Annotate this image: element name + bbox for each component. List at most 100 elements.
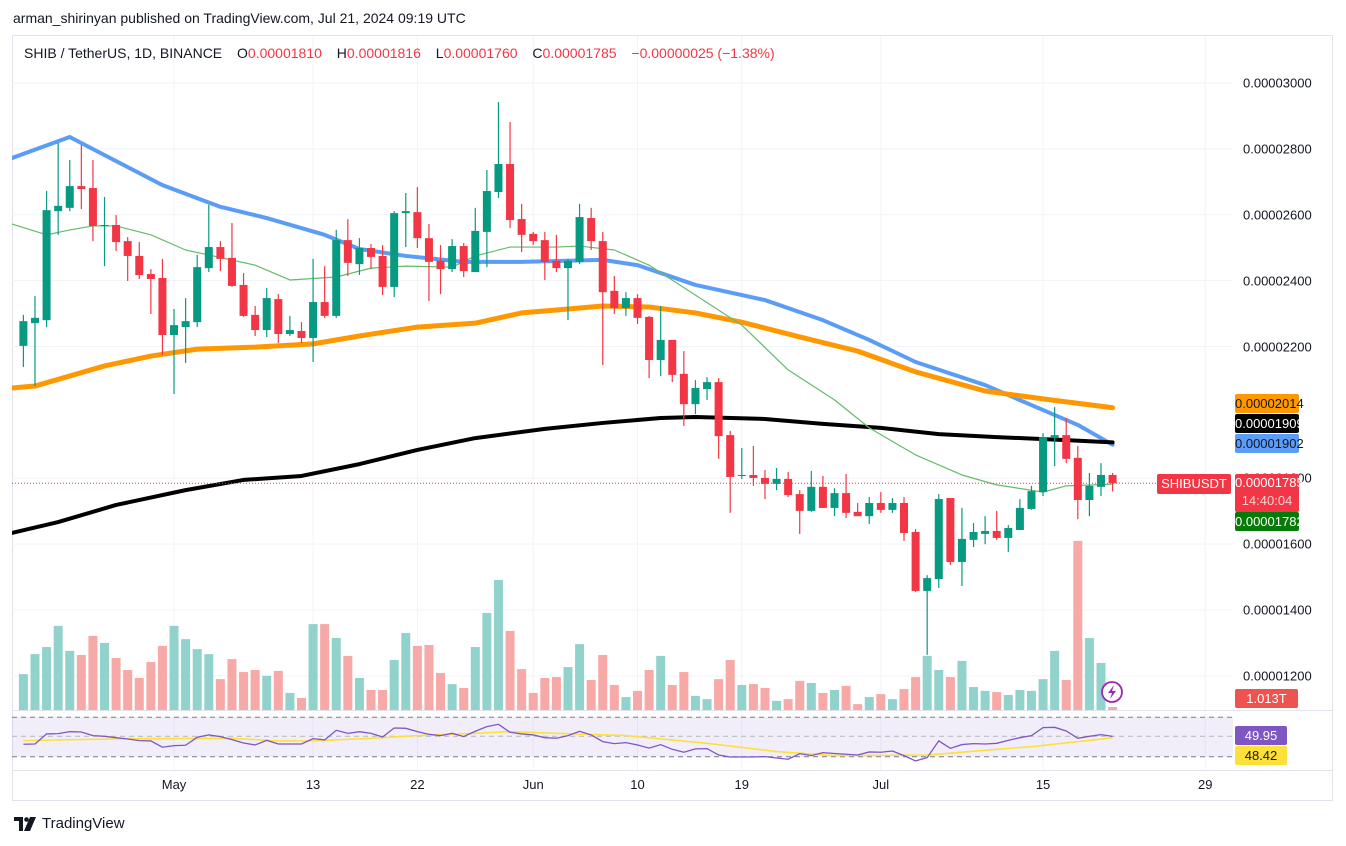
candle-body <box>818 486 827 508</box>
candle-body <box>1039 437 1048 493</box>
volume-bar <box>679 672 689 710</box>
candle-body <box>42 210 51 321</box>
ma-orange-line <box>12 303 1116 411</box>
candle-body <box>471 230 480 273</box>
volume-bar <box>818 692 828 710</box>
volume-bar <box>656 655 666 710</box>
time-tick-label: Jun <box>522 777 544 792</box>
tradingview-logo[interactable]: TradingView <box>14 815 125 832</box>
price-tick-label: 0.00003000 <box>1243 75 1312 91</box>
symbol-info[interactable]: SHIB / TetherUS, 1D, BINANCE <box>24 45 223 61</box>
ma-green-badge: 0.00001782 <box>1235 512 1304 531</box>
high-label: H <box>336 45 347 61</box>
candle-body <box>645 316 654 361</box>
candle-body <box>448 246 457 270</box>
volume-bar <box>239 672 249 710</box>
candle-body <box>170 325 179 335</box>
volume-bar <box>157 645 167 710</box>
volume-bar <box>945 677 955 710</box>
candle-body <box>1050 435 1059 439</box>
volume-bar <box>1050 650 1060 710</box>
volume-bar <box>517 669 527 710</box>
candle-body <box>517 219 526 235</box>
candle-body <box>30 317 39 324</box>
symbol-tag: SHIBUSDT <box>1157 474 1231 494</box>
candle-body <box>343 240 352 263</box>
candle-body <box>923 578 932 591</box>
candle-body <box>656 339 665 361</box>
candle-body <box>957 538 966 562</box>
price-tick-label: 0.00002800 <box>1243 141 1312 157</box>
volume-bar <box>331 637 341 710</box>
rsi-ma-line <box>23 730 1113 757</box>
volume-bar <box>575 644 585 710</box>
volume-bar <box>204 654 214 710</box>
candle-body <box>390 213 399 287</box>
volume-bar <box>887 699 897 710</box>
candle-body <box>784 478 793 496</box>
volume-bar <box>343 655 353 710</box>
candle-body <box>239 284 248 316</box>
candle-body <box>703 382 712 390</box>
time-tick-label: May <box>161 777 187 792</box>
candle-body <box>1085 485 1094 501</box>
volume-bar <box>899 689 909 710</box>
volume-bar <box>737 685 747 710</box>
price-tick-label: 0.00002200 <box>1243 339 1312 355</box>
lightning-icon[interactable] <box>1101 681 1123 703</box>
volume-bar <box>215 679 225 710</box>
volume-bar <box>18 674 28 710</box>
close-value: 0.00001785 <box>542 45 617 61</box>
volume-bar <box>482 612 492 710</box>
volume-bar <box>424 645 434 710</box>
candle-body <box>54 205 63 212</box>
candle-body <box>807 486 816 511</box>
candle-body <box>378 255 387 287</box>
candle-body <box>251 314 260 331</box>
candle-body <box>610 290 619 308</box>
low-value: 0.00001760 <box>443 45 518 61</box>
time-tick-label: 10 <box>630 777 645 792</box>
volume-bar <box>88 635 98 710</box>
ma-orange-badge: 0.00002014 <box>1235 394 1304 413</box>
volume-bar <box>366 690 376 710</box>
candle-body <box>285 330 294 335</box>
volume-bar <box>505 630 515 710</box>
time-tick-label: 19 <box>734 777 750 792</box>
candle-body <box>888 502 897 510</box>
volume-bar <box>378 690 388 710</box>
volume-bar <box>667 685 677 710</box>
volume-bar <box>528 692 538 710</box>
candle-body <box>900 502 909 533</box>
volume-bar <box>702 699 712 710</box>
volume-bar <box>181 639 191 710</box>
candle-body <box>193 267 202 323</box>
volume-bar <box>783 699 793 710</box>
rsi-lines <box>23 723 1113 762</box>
high-value: 0.00001816 <box>346 45 421 61</box>
volume-bar <box>100 642 110 710</box>
volume-bar <box>447 684 457 710</box>
last-price-badge: 0.00001785 14:40:04 <box>1235 474 1304 512</box>
price-tick-label: 0.00001400 <box>1243 602 1312 618</box>
volume-bar <box>273 670 283 710</box>
volume-bar <box>1096 662 1106 710</box>
candle-body <box>772 478 781 484</box>
volume-bar <box>690 695 700 710</box>
volume-bar <box>146 662 156 710</box>
volume-bar <box>725 660 735 710</box>
candle-body <box>668 339 677 375</box>
volume-bar <box>633 690 643 710</box>
price-tick-label: 0.00002600 <box>1243 207 1312 223</box>
volume-bar <box>1038 679 1048 710</box>
volume-bar <box>922 655 932 710</box>
candle-body <box>911 531 920 591</box>
time-tick-label: 15 <box>1035 777 1051 792</box>
volume-bar <box>227 659 237 710</box>
volume-bar <box>864 697 874 710</box>
volume-bar <box>934 670 944 710</box>
volume-bar <box>308 624 318 710</box>
candle-body <box>1096 474 1105 487</box>
candle-body <box>424 238 433 262</box>
